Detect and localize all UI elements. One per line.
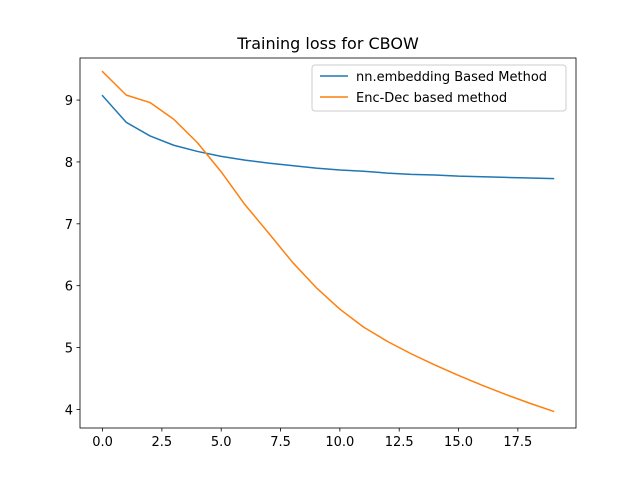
x-tick-label: 5.0 <box>211 435 232 450</box>
chart-title: Training loss for CBOW <box>236 34 419 53</box>
x-tick-label: 17.5 <box>503 435 532 450</box>
legend-box <box>311 64 567 112</box>
y-tick-label: 4 <box>65 403 73 418</box>
x-tick-label: 7.5 <box>270 435 291 450</box>
x-tick-label: 12.5 <box>385 435 414 450</box>
y-tick-label: 5 <box>65 342 73 357</box>
series-line-2 <box>101 70 555 413</box>
y-tick-label: 8 <box>65 156 73 171</box>
y-axis: 4 5 6 7 8 9 <box>65 94 80 418</box>
y-tick-label: 6 <box>65 280 73 295</box>
y-tick-label: 9 <box>65 94 73 109</box>
axes-frame <box>79 57 577 429</box>
x-tick-label: 0.0 <box>92 435 113 450</box>
legend-label-2: Enc-Dec based method <box>356 91 507 106</box>
legend-label-1: nn.embedding Based Method <box>356 70 547 85</box>
legend: nn.embedding Based Method Enc-Dec based m… <box>311 64 567 112</box>
series-line-1 <box>101 94 555 180</box>
y-tick-label: 7 <box>65 218 73 233</box>
x-axis: 0.0 2.5 5.0 7.5 10.0 12.5 15.0 17.5 <box>92 428 532 450</box>
plot-area <box>101 70 555 413</box>
x-tick-label: 2.5 <box>152 435 173 450</box>
x-tick-label: 15.0 <box>444 435 473 450</box>
x-tick-label: 10.0 <box>325 435 354 450</box>
